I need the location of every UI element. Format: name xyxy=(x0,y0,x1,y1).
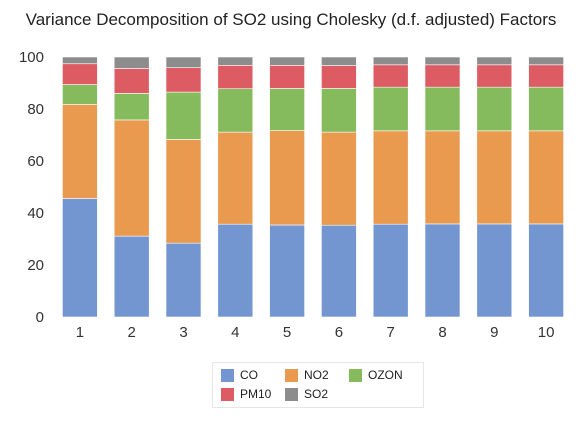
bar-segment-pm10 xyxy=(476,64,513,88)
bar-segment-ozon xyxy=(217,88,254,133)
bar-segment-ozon xyxy=(528,86,564,132)
bar-segment-so2 xyxy=(269,56,305,66)
x-tick-label: 10 xyxy=(538,324,555,341)
x-tick-label: 9 xyxy=(490,324,498,341)
bar-segment-ozon xyxy=(476,86,513,132)
bar-segment-no2 xyxy=(113,119,150,237)
y-tick-label: 0 xyxy=(36,309,44,326)
bar-segment-no2 xyxy=(424,130,461,225)
bar-segment-so2 xyxy=(528,56,564,66)
bar-segment-co xyxy=(217,223,254,318)
legend-swatch xyxy=(285,368,298,382)
bar-segment-pm10 xyxy=(269,65,305,89)
bar-segment-ozon xyxy=(372,86,409,132)
bar-segment-co xyxy=(269,224,305,318)
legend-label: SO2 xyxy=(304,387,329,401)
bar-segment-so2 xyxy=(424,56,461,66)
legend-item-pm10: PM10 xyxy=(221,387,271,401)
chart-title: Variance Decomposition of SO2 using Chol… xyxy=(25,10,557,29)
legend-item-co: CO xyxy=(221,368,258,382)
bar-segment-no2 xyxy=(165,139,202,244)
bar-segment-pm10 xyxy=(217,65,254,90)
bar-segment-pm10 xyxy=(165,67,202,93)
bar-segment-so2 xyxy=(165,56,202,68)
bar-segment-pm10 xyxy=(372,64,409,88)
bar-segment-so2 xyxy=(217,56,254,66)
bar-segment-ozon xyxy=(269,88,305,131)
y-tick-label: 20 xyxy=(27,257,44,274)
x-tick-label: 6 xyxy=(335,324,343,341)
y-tick-label: 80 xyxy=(27,101,44,118)
legend-item-ozon: OZON xyxy=(349,368,403,382)
x-tick-label: 7 xyxy=(387,324,395,341)
bar-segment-ozon xyxy=(62,84,98,105)
legend-swatch xyxy=(221,387,234,401)
bar-segment-no2 xyxy=(476,130,513,225)
bar-segment-co xyxy=(62,198,98,318)
bar-segment-no2 xyxy=(321,131,357,226)
legend-item-so2: SO2 xyxy=(285,387,328,401)
y-tick-label: 40 xyxy=(27,205,44,222)
bar-segment-no2 xyxy=(217,131,254,225)
y-tick-label: 60 xyxy=(27,153,44,170)
bar-segment-so2 xyxy=(372,56,409,66)
bar-segment-so2 xyxy=(62,56,98,65)
legend-label: NO2 xyxy=(304,368,329,382)
legend-swatch xyxy=(221,368,234,382)
bar-segment-pm10 xyxy=(321,65,357,89)
bar-segment-no2 xyxy=(528,130,564,225)
bar-segment-no2 xyxy=(269,130,305,226)
bar-segment-co xyxy=(165,242,202,318)
x-tick-label: 8 xyxy=(438,324,446,341)
legend-swatch xyxy=(349,368,362,382)
bar-segment-so2 xyxy=(113,56,150,69)
bar-segment-pm10 xyxy=(528,64,564,88)
x-tick-label: 2 xyxy=(128,324,136,341)
bar-segment-no2 xyxy=(62,104,98,199)
bar-segment-ozon xyxy=(321,88,357,133)
bar-segment-so2 xyxy=(476,56,513,66)
bar-segment-ozon xyxy=(424,86,461,132)
bar-segment-pm10 xyxy=(424,64,461,88)
legend: CO NO2 OZON PM10 SO2 xyxy=(212,362,424,408)
legend-label: PM10 xyxy=(240,387,272,401)
bar-segment-co xyxy=(113,235,150,318)
bar-segment-so2 xyxy=(321,56,357,66)
bar-segment-ozon xyxy=(165,91,202,140)
x-tick-label: 5 xyxy=(283,324,291,341)
legend-label: CO xyxy=(240,368,258,382)
bar-segment-co xyxy=(476,223,513,318)
x-tick-label: 4 xyxy=(231,324,239,341)
legend-item-no2: NO2 xyxy=(285,368,329,382)
bar-segment-pm10 xyxy=(113,68,150,94)
bar-segment-co xyxy=(372,223,409,318)
x-tick-label: 3 xyxy=(179,324,187,341)
bar-segment-co xyxy=(528,223,564,318)
bar-segment-pm10 xyxy=(62,63,98,85)
y-tick-label: 100 xyxy=(19,49,44,66)
bar-segment-no2 xyxy=(372,130,409,225)
legend-swatch xyxy=(285,387,298,401)
legend-label: OZON xyxy=(368,368,403,382)
bar-segment-ozon xyxy=(113,93,150,121)
x-tick-label: 1 xyxy=(76,324,84,341)
bar-segment-co xyxy=(424,223,461,318)
bar-segment-co xyxy=(321,224,357,318)
